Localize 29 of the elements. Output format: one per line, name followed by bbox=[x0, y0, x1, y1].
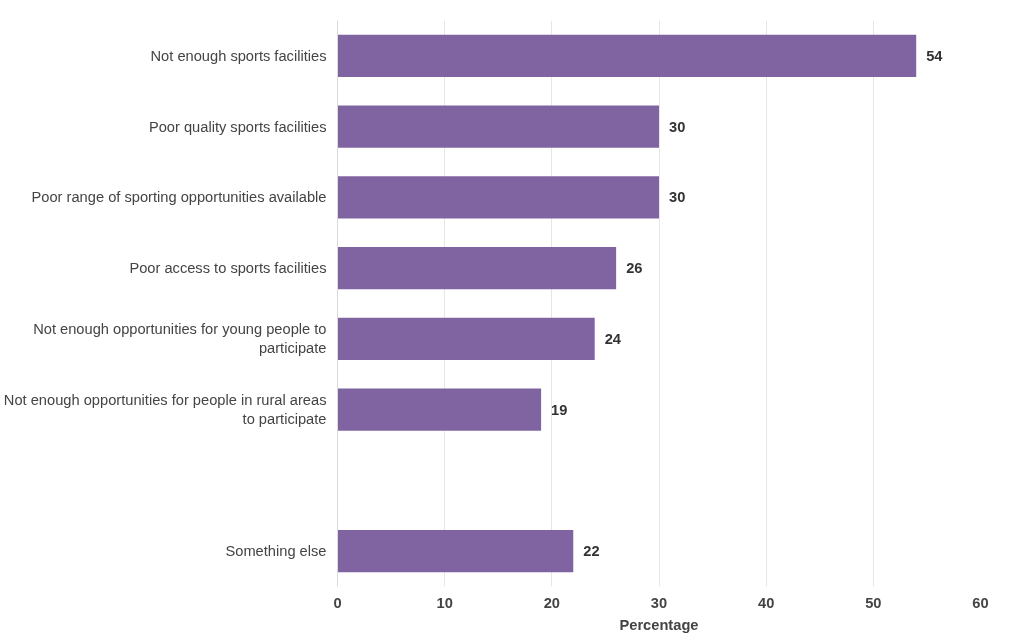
data-label: 26 bbox=[626, 260, 643, 277]
data-label: 30 bbox=[669, 189, 686, 206]
y-tick-label: Something else bbox=[225, 543, 327, 560]
y-tick-label: Not enough opportunities for people in rural areas to participate bbox=[3, 392, 327, 428]
data-label: 19 bbox=[551, 401, 568, 418]
bar bbox=[337, 317, 595, 361]
bar bbox=[337, 246, 617, 290]
y-tick-label: Not enough opportunities for young people to participate bbox=[33, 321, 327, 357]
x-tick-label: 10 bbox=[436, 594, 453, 611]
y-tick-label: Poor quality sports facilities bbox=[148, 118, 327, 135]
data-label: 54 bbox=[926, 47, 944, 64]
bar bbox=[337, 34, 917, 78]
bar bbox=[337, 105, 659, 148]
x-tick-label: 60 bbox=[972, 594, 989, 611]
x-axis-title: Percentage bbox=[619, 616, 699, 633]
bar bbox=[337, 388, 542, 431]
x-tick-label: 20 bbox=[543, 594, 560, 611]
y-tick-label: Not enough sports facilities bbox=[150, 47, 327, 64]
x-tick-label: 40 bbox=[758, 594, 775, 611]
y-tick-label: Poor access to sports facilities bbox=[129, 260, 327, 277]
data-label: 30 bbox=[669, 118, 686, 135]
x-tick-label: 50 bbox=[865, 594, 882, 611]
data-label: 24 bbox=[604, 330, 622, 347]
x-tick-label: 0 bbox=[333, 594, 342, 611]
bar bbox=[337, 176, 659, 219]
data-label: 22 bbox=[583, 543, 600, 560]
bar bbox=[337, 529, 574, 573]
x-tick-label: 30 bbox=[650, 594, 668, 611]
y-tick-label: Poor range of sporting opportunities available bbox=[31, 189, 327, 206]
